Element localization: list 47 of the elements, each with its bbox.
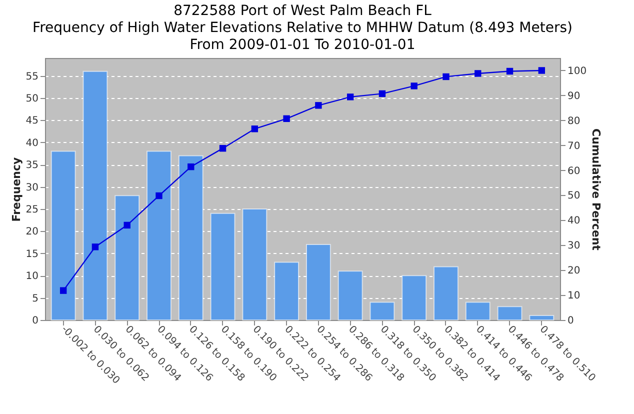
y2-axis-title: Cumulative Percent — [590, 128, 603, 250]
y-tick-label: 40 — [26, 138, 38, 149]
point — [474, 70, 482, 77]
chart-subtitle: Frequency of High Water Elevations Relative to MHHW Datum (8.493 Meters) From 2009-01-01 To 2010-01-01 — [32, 20, 572, 53]
y-tick-label: 20 — [26, 226, 38, 238]
y2-tick-label: 100 — [568, 66, 587, 77]
point — [124, 222, 130, 229]
point — [156, 192, 162, 200]
y-tick-label: 25 — [26, 204, 38, 216]
point — [219, 144, 226, 152]
point — [378, 90, 386, 98]
y-tick-label: 30 — [26, 182, 38, 194]
y2-tick-label: 70 — [568, 140, 580, 152]
y2-tick-label: 90 — [568, 90, 580, 102]
point — [188, 163, 194, 170]
y2-tick-label: 0 — [568, 316, 574, 326]
point — [506, 68, 514, 75]
y2-tick-label: 80 — [568, 116, 580, 127]
point — [410, 82, 418, 90]
point — [60, 287, 67, 294]
point — [92, 244, 99, 250]
point — [283, 115, 290, 122]
y2-tick-label: 40 — [568, 216, 580, 227]
y-tick-label: 45 — [26, 116, 38, 127]
y2-tick-label: 50 — [568, 190, 580, 202]
y-tick-label: 0 — [32, 316, 38, 326]
bar — [497, 306, 522, 320]
y-axis-title: Frequency — [10, 157, 23, 222]
y-tick-label: 50 — [26, 93, 38, 104]
y2-tick-label: 20 — [568, 266, 580, 277]
bar — [529, 315, 554, 320]
y-tick-label: 10 — [26, 271, 38, 282]
chart-title: 8722588 Port of West Palm Beach FL — [174, 3, 432, 19]
y-tick-label: 5 — [32, 293, 38, 304]
y-tick-label: 35 — [26, 160, 38, 172]
point — [442, 73, 450, 80]
y2-tick-label: 10 — [568, 290, 580, 302]
y2-tick-label: 30 — [568, 240, 580, 252]
y2-tick-label: 60 — [568, 166, 580, 177]
y-tick-label: 55 — [26, 71, 38, 82]
bar — [370, 302, 395, 320]
point — [315, 102, 322, 109]
y-tick-label: 15 — [26, 248, 38, 260]
point — [538, 67, 546, 74]
point — [251, 126, 258, 132]
bar — [465, 302, 490, 320]
point — [346, 94, 354, 100]
